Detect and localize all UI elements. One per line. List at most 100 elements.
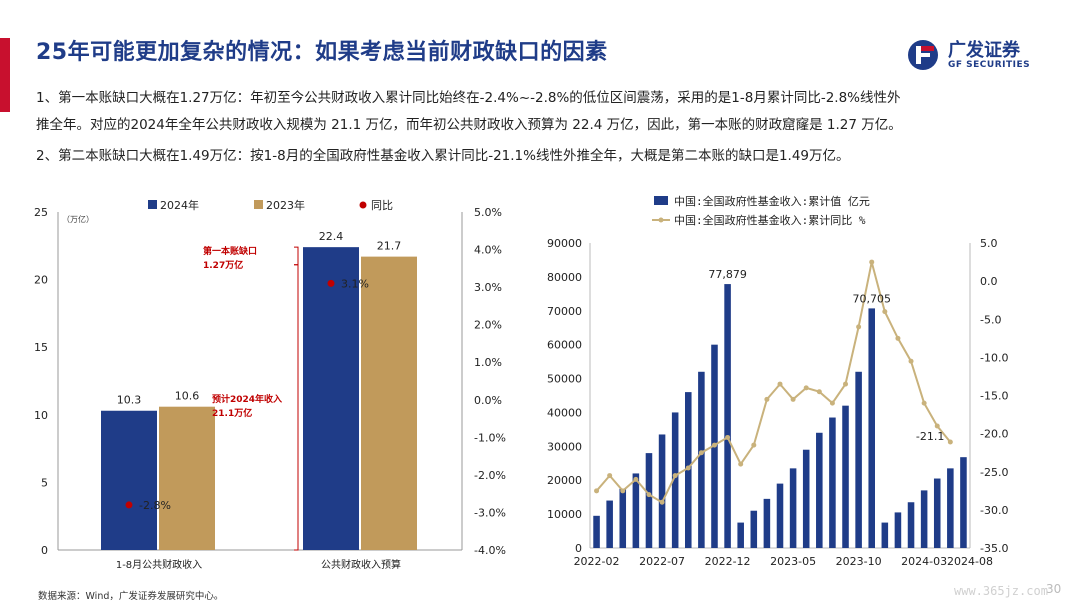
chart2-bar — [907, 502, 915, 548]
chart2-legend-label: 中国:全国政府性基金收入:累计同比 % — [674, 213, 866, 227]
chart2-yoy-point — [882, 309, 888, 315]
chart1-legend-swatch — [148, 200, 157, 209]
chart2-yoy-point — [607, 473, 613, 479]
chart2-bar — [619, 488, 627, 548]
chart2-bar — [881, 522, 889, 548]
chart2-y-tick-label: 50000 — [547, 373, 582, 386]
chart2-bar — [671, 412, 679, 548]
chart2-yoy-point — [620, 488, 626, 494]
chart2-yoy-point — [738, 461, 744, 467]
chart2-yoy-point — [594, 488, 600, 494]
chart2-bar — [724, 284, 731, 548]
chart1-y2-tick-label: -4.0% — [474, 544, 506, 557]
chart1-y2-tick-label: 5.0% — [474, 206, 502, 219]
chart1-annotation-bracket — [294, 264, 299, 551]
chart2-y2-tick-label: -20.0 — [980, 428, 1008, 441]
chart1-bar-value-label: 21.7 — [377, 240, 402, 253]
chart2-yoy-point — [816, 389, 822, 395]
chart1-bar-value-label: 10.3 — [117, 394, 142, 407]
chart2-bar — [933, 478, 941, 548]
chart2-y2-tick-label: -15.0 — [980, 390, 1008, 403]
chart1-bar — [159, 406, 215, 550]
chart2-bar — [816, 432, 823, 548]
chart2-yoy-point — [711, 442, 717, 448]
chart1-y-tick-label: 0 — [41, 544, 48, 557]
chart2-yoy-point — [843, 381, 849, 387]
chart1-y-tick-label: 20 — [34, 274, 48, 287]
chart2-yoy-point — [672, 473, 678, 479]
data-source-note: 数据来源：Wind，广发证券发展研究中心。 — [38, 591, 224, 602]
chart2-yoy-point — [869, 259, 875, 265]
chart2-yoy-point — [646, 492, 652, 498]
chart2-x-tick-label: 2023-10 — [836, 555, 882, 568]
chart2-y2-tick-label: -25.0 — [980, 466, 1008, 479]
chart1-y2-tick-label: -3.0% — [474, 506, 506, 519]
chart1-bar-value-label: 22.4 — [319, 230, 344, 243]
paragraph-1-line-1: 1、第一本账缺口大概在1.27万亿：年初至今公共财政收入累计同比始终在-2.4%… — [36, 90, 901, 106]
chart2-bar — [645, 453, 653, 548]
chart1-y2-tick-label: -1.0% — [474, 431, 506, 444]
chart2-bar — [789, 468, 797, 548]
chart2-yoy-point — [908, 358, 914, 364]
chart1-y2-tick-label: -2.0% — [474, 469, 506, 482]
chart1-legend-label: 2023年 — [266, 198, 305, 212]
company-logo: 广发证券 GF SECURITIES — [906, 36, 1046, 76]
gf-logo-icon — [908, 40, 938, 70]
chart2-x-tick-label: 2022-02 — [574, 555, 620, 568]
chart1-y2-tick-label: 3.0% — [474, 281, 502, 294]
chart1-y2-tick-label: 4.0% — [474, 244, 502, 257]
paragraph-2: 2、第二本账缺口大概在1.49万亿：按1-8月的全国政府性基金收入累计同比-21… — [36, 148, 850, 164]
chart1-x-tick-label: 公共财政收入预算 — [321, 558, 401, 571]
chart2-y-tick-label: 90000 — [547, 237, 582, 250]
chart2-bar — [802, 449, 810, 548]
chart2-yoy-point — [921, 400, 927, 406]
chart2-legend-swatch — [658, 217, 664, 223]
chart1-legend-label: 同比 — [371, 199, 393, 212]
chart2-bar — [960, 457, 967, 548]
chart2-yoy-point — [764, 396, 770, 402]
chart1-y-unit: （万亿） — [62, 214, 94, 224]
chart1-y-tick-label: 10 — [34, 409, 48, 422]
chart2-bar — [829, 417, 836, 548]
chart2-x-tick-label: 2023-05 — [770, 555, 816, 568]
chart2-y-tick-label: 20000 — [547, 474, 582, 487]
chart2-y-tick-label: 70000 — [547, 305, 582, 318]
chart2-y2-tick-label: 0.0 — [980, 275, 998, 288]
chart2-value-label: 77,879 — [708, 268, 747, 281]
chart1-y-tick-label: 5 — [41, 476, 48, 489]
watermark: www.365jz.com — [954, 584, 1048, 598]
chart2-bar — [920, 490, 928, 548]
chart2-x-tick-label: 2022-12 — [705, 555, 751, 568]
chart2-y-tick-label: 30000 — [547, 440, 582, 453]
chart2-y2-tick-label: -10.0 — [980, 351, 1008, 364]
chart1-annotation-text: 1.27万亿 — [203, 259, 243, 271]
chart2-yoy-line — [595, 261, 952, 504]
chart1-yoy-point — [125, 501, 133, 509]
chart2-yoy-point — [803, 385, 809, 391]
chart2-legend-swatch — [654, 196, 668, 205]
chart1-legend-swatch — [359, 201, 367, 209]
chart1-y2-tick-label: 0.0% — [474, 394, 502, 407]
chart2-bar — [763, 498, 771, 548]
chart2-y2-tick-label: -5.0 — [980, 313, 1001, 326]
chart2-bar — [737, 522, 744, 548]
chart2-y2-tick-label: -35.0 — [980, 542, 1008, 555]
chart1-bar — [303, 247, 359, 551]
chart2-yoy-point — [934, 423, 940, 429]
logo-text-en: GF SECURITIES — [948, 60, 1031, 70]
chart2-y-tick-label: 0 — [575, 542, 582, 555]
chart2-yoy-point — [856, 324, 862, 330]
chart2-x-tick-label: 2024-08 — [947, 555, 993, 568]
chart2-value-label: 70,705 — [852, 292, 891, 305]
page-title: 25年可能更加复杂的情况：如果考虑当前财政缺口的因素 — [36, 40, 608, 65]
chart2-y-tick-label: 10000 — [547, 508, 582, 521]
chart2-yoy-point — [685, 465, 691, 471]
chart2-yoy-point — [790, 396, 796, 402]
chart2-value-label: -21.1 — [916, 430, 944, 443]
chart1-annotation-text: 第一本账缺口 — [203, 245, 257, 257]
accent-bar — [0, 38, 10, 112]
chart1-annotation-bracket — [294, 246, 299, 266]
chart1-legend-swatch — [254, 200, 263, 209]
chart1-yoy-label: 3.1% — [341, 277, 369, 290]
